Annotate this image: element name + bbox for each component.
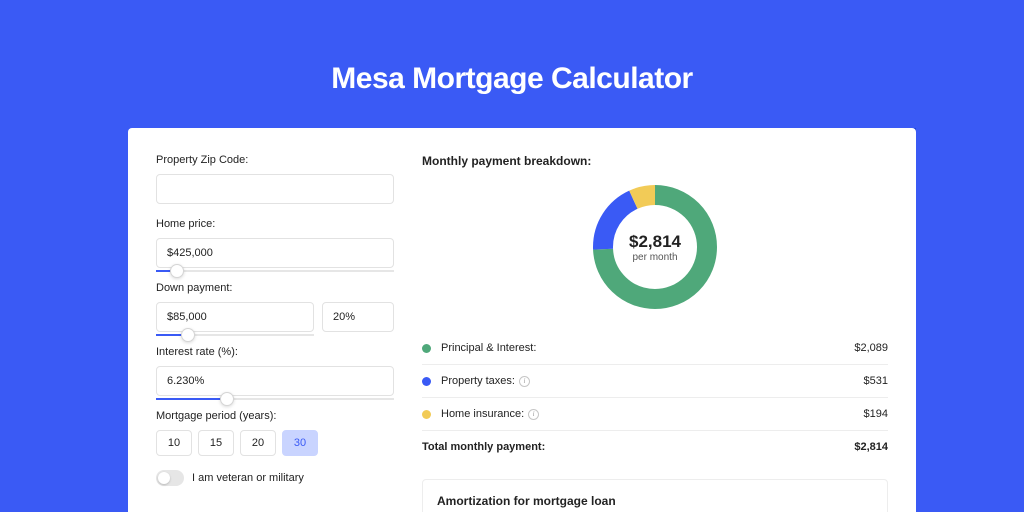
legend-dot-principal <box>422 344 431 353</box>
down-payment-amount-input[interactable] <box>156 302 314 332</box>
legend-label-total: Total monthly payment: <box>422 441 854 453</box>
legend-label-insurance: Home insurance: i <box>441 408 864 420</box>
veteran-toggle[interactable] <box>156 470 184 486</box>
amortization-title: Amortization for mortgage loan <box>437 494 873 508</box>
legend-value-insurance: $194 <box>864 408 888 420</box>
period-options: 10 15 20 30 <box>156 430 394 456</box>
donut-center: $2,814 per month <box>590 182 720 312</box>
page-title: Mesa Mortgage Calculator <box>0 0 1024 118</box>
period-option-10[interactable]: 10 <box>156 430 192 456</box>
legend-value-total: $2,814 <box>854 441 888 453</box>
period-label: Mortgage period (years): <box>156 410 394 422</box>
legend-value-principal: $2,089 <box>854 342 888 354</box>
donut-chart: $2,814 per month <box>590 182 720 312</box>
form-column: Property Zip Code: Home price: Down paym… <box>156 154 394 512</box>
home-price-input[interactable] <box>156 238 394 268</box>
donut-chart-wrap: $2,814 per month <box>422 182 888 312</box>
info-icon[interactable]: i <box>528 409 539 420</box>
legend-label-principal: Principal & Interest: <box>441 342 854 354</box>
home-price-field: Home price: <box>156 218 394 268</box>
period-field: Mortgage period (years): 10 15 20 30 <box>156 410 394 456</box>
zip-input[interactable] <box>156 174 394 204</box>
period-option-20[interactable]: 20 <box>240 430 276 456</box>
legend-dot-insurance <box>422 410 431 419</box>
legend-value-taxes: $531 <box>864 375 888 387</box>
legend-row-taxes: Property taxes: i $531 <box>422 365 888 398</box>
period-option-15[interactable]: 15 <box>198 430 234 456</box>
legend-row-insurance: Home insurance: i $194 <box>422 398 888 431</box>
breakdown-title: Monthly payment breakdown: <box>422 154 888 168</box>
info-icon[interactable]: i <box>519 376 530 387</box>
interest-field: Interest rate (%): <box>156 346 394 396</box>
down-payment-label: Down payment: <box>156 282 394 294</box>
home-price-slider-thumb[interactable] <box>170 264 184 278</box>
legend-label-taxes: Property taxes: i <box>441 375 864 387</box>
interest-label: Interest rate (%): <box>156 346 394 358</box>
veteran-toggle-knob <box>158 472 170 484</box>
donut-total: $2,814 <box>629 232 681 252</box>
interest-input[interactable] <box>156 366 394 396</box>
amortization-box: Amortization for mortgage loan Amortizat… <box>422 479 888 512</box>
down-payment-field: Down payment: <box>156 282 394 332</box>
zip-label: Property Zip Code: <box>156 154 394 166</box>
home-price-label: Home price: <box>156 218 394 230</box>
veteran-row: I am veteran or military <box>156 470 394 486</box>
interest-slider-fill <box>156 398 227 400</box>
legend-row-total: Total monthly payment: $2,814 <box>422 431 888 463</box>
down-payment-slider-thumb[interactable] <box>181 328 195 342</box>
legend-row-principal: Principal & Interest: $2,089 <box>422 332 888 365</box>
breakdown-column: Monthly payment breakdown: $2,814 per mo… <box>422 154 888 512</box>
zip-field: Property Zip Code: <box>156 154 394 204</box>
donut-sub: per month <box>632 252 677 263</box>
home-price-slider-track[interactable] <box>156 270 394 272</box>
calculator-card: Property Zip Code: Home price: Down paym… <box>128 128 916 512</box>
down-payment-percent-input[interactable] <box>322 302 394 332</box>
period-option-30[interactable]: 30 <box>282 430 318 456</box>
legend-dot-taxes <box>422 377 431 386</box>
veteran-label: I am veteran or military <box>192 472 304 484</box>
interest-slider-thumb[interactable] <box>220 392 234 406</box>
